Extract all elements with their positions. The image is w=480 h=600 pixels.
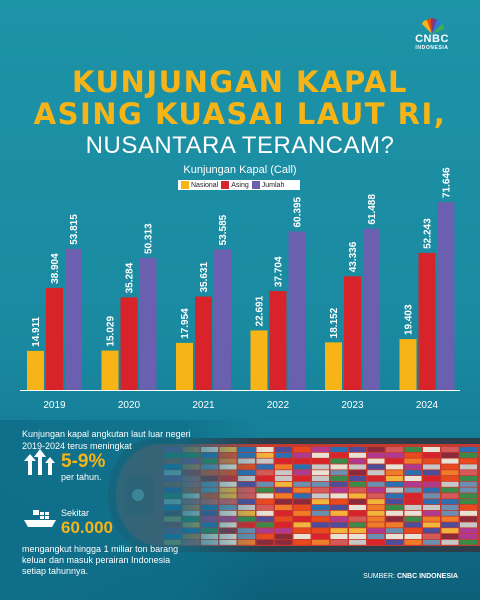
bar-nasional-2019 (27, 350, 44, 390)
info-description-2: mengangkut hingga 1 miliar ton barang ke… (22, 544, 179, 576)
legend-label-asing: Asing (231, 181, 249, 189)
info-description-1: Kunjungan kapal angkutan laut luar neger… (22, 429, 191, 451)
bar-asing-2020 (120, 297, 138, 390)
text-overlay-fade (0, 420, 480, 600)
bar-nasional-2021 (176, 342, 193, 390)
bar-jumlah-2023 (363, 228, 380, 390)
bar-jumlah-2024 (437, 202, 455, 390)
bar-jumlah-2021 (214, 249, 231, 390)
peacock-icon (422, 18, 445, 34)
ship-section (0, 420, 480, 600)
data-label-jumlah-2021: 53.585 (218, 214, 229, 245)
bar-nasional-2020 (101, 350, 119, 390)
source-label: SUMBER: (363, 573, 395, 580)
data-label-jumlah-2022: 60.395 (293, 196, 304, 227)
bar-asing-2024 (418, 252, 436, 390)
cnbc-logo: CNBC INDONESIA (402, 18, 462, 51)
data-label-nasional-2023: 18.152 (329, 307, 340, 338)
x-tick-2019: 2019 (43, 400, 66, 411)
data-label-nasional-2020: 15.029 (106, 316, 117, 347)
data-label-asing-2024: 52.243 (423, 218, 434, 249)
growth-percentage: 5-9% (61, 451, 106, 472)
data-label-nasional-2024: 19.403 (404, 304, 415, 335)
legend-label-jumlah: Jumlah (261, 181, 285, 189)
bar-jumlah-2022 (288, 231, 306, 390)
x-tick-2023: 2023 (341, 400, 364, 411)
bar-nasional-2024 (399, 339, 417, 390)
bar-asing-2022 (269, 291, 287, 390)
bar-asing-2023 (344, 276, 361, 390)
legend-swatch-jumlah (251, 181, 260, 189)
x-tick-2024: 2024 (416, 400, 439, 411)
legend-label-nasional: Nasional (191, 181, 219, 189)
data-label-asing-2020: 35.284 (125, 262, 136, 293)
data-label-jumlah-2023: 61.488 (367, 194, 378, 225)
data-label-nasional-2021: 17.954 (180, 308, 191, 339)
bar-nasional-2022 (250, 330, 268, 390)
data-label-asing-2022: 37.704 (274, 256, 285, 287)
bar-nasional-2023 (325, 342, 342, 390)
growth-arrows-icon (24, 449, 55, 475)
bar-asing-2019 (46, 287, 63, 390)
bar-jumlah-2019 (65, 248, 82, 390)
legend-item-asing: Asing (221, 181, 249, 189)
legend-item-jumlah: Jumlah (251, 181, 285, 189)
legend-swatch-nasional (181, 181, 189, 189)
sekitar-label: Sekitar (61, 508, 90, 518)
data-label-nasional-2019: 14.911 (31, 316, 42, 346)
chart-legend: Nasional Asing Jumlah (178, 180, 300, 190)
source-name: CNBC INDONESIA (396, 573, 458, 580)
data-label-jumlah-2020: 50.313 (144, 223, 155, 254)
x-tick-2021: 2021 (192, 400, 215, 411)
title-line-3: NUSANTARA TERANCAM? (85, 132, 395, 159)
data-label-jumlah-2024: 71.646 (442, 167, 453, 198)
chart-title: Kunjungan Kapal (Call) (183, 164, 297, 176)
logo-brand: CNBC (415, 33, 449, 45)
logo-sub: INDONESIA (415, 45, 449, 51)
x-tick-2022: 2022 (267, 400, 290, 411)
data-label-asing-2021: 35.631 (199, 261, 210, 292)
data-label-jumlah-2019: 53.815 (69, 214, 80, 245)
ship-count: 60.000 (61, 518, 113, 537)
data-label-asing-2019: 38.904 (50, 253, 61, 284)
bar-jumlah-2020 (139, 257, 157, 390)
x-tick-2020: 2020 (118, 400, 141, 411)
container-ship-image (0, 420, 480, 600)
data-label-nasional-2022: 22.691 (255, 295, 266, 326)
title-line-1: KUNJUNGAN KAPAL (72, 65, 408, 99)
bar-chart: 14.911 38.904 53.815 2019 15.029 35.284 50.313… (27, 167, 455, 411)
title-line-2: ASING KUASAI LAUT RI, (33, 97, 447, 131)
legend-item-nasional: Nasional (181, 181, 218, 189)
legend-swatch-asing (221, 181, 230, 189)
source-credit: SUMBER: CNBC INDONESIA (363, 573, 458, 580)
ship-icon (24, 510, 56, 527)
data-label-asing-2023: 43.336 (348, 241, 359, 272)
bar-asing-2021 (195, 296, 212, 390)
growth-per-year: per tahun. (61, 472, 102, 482)
